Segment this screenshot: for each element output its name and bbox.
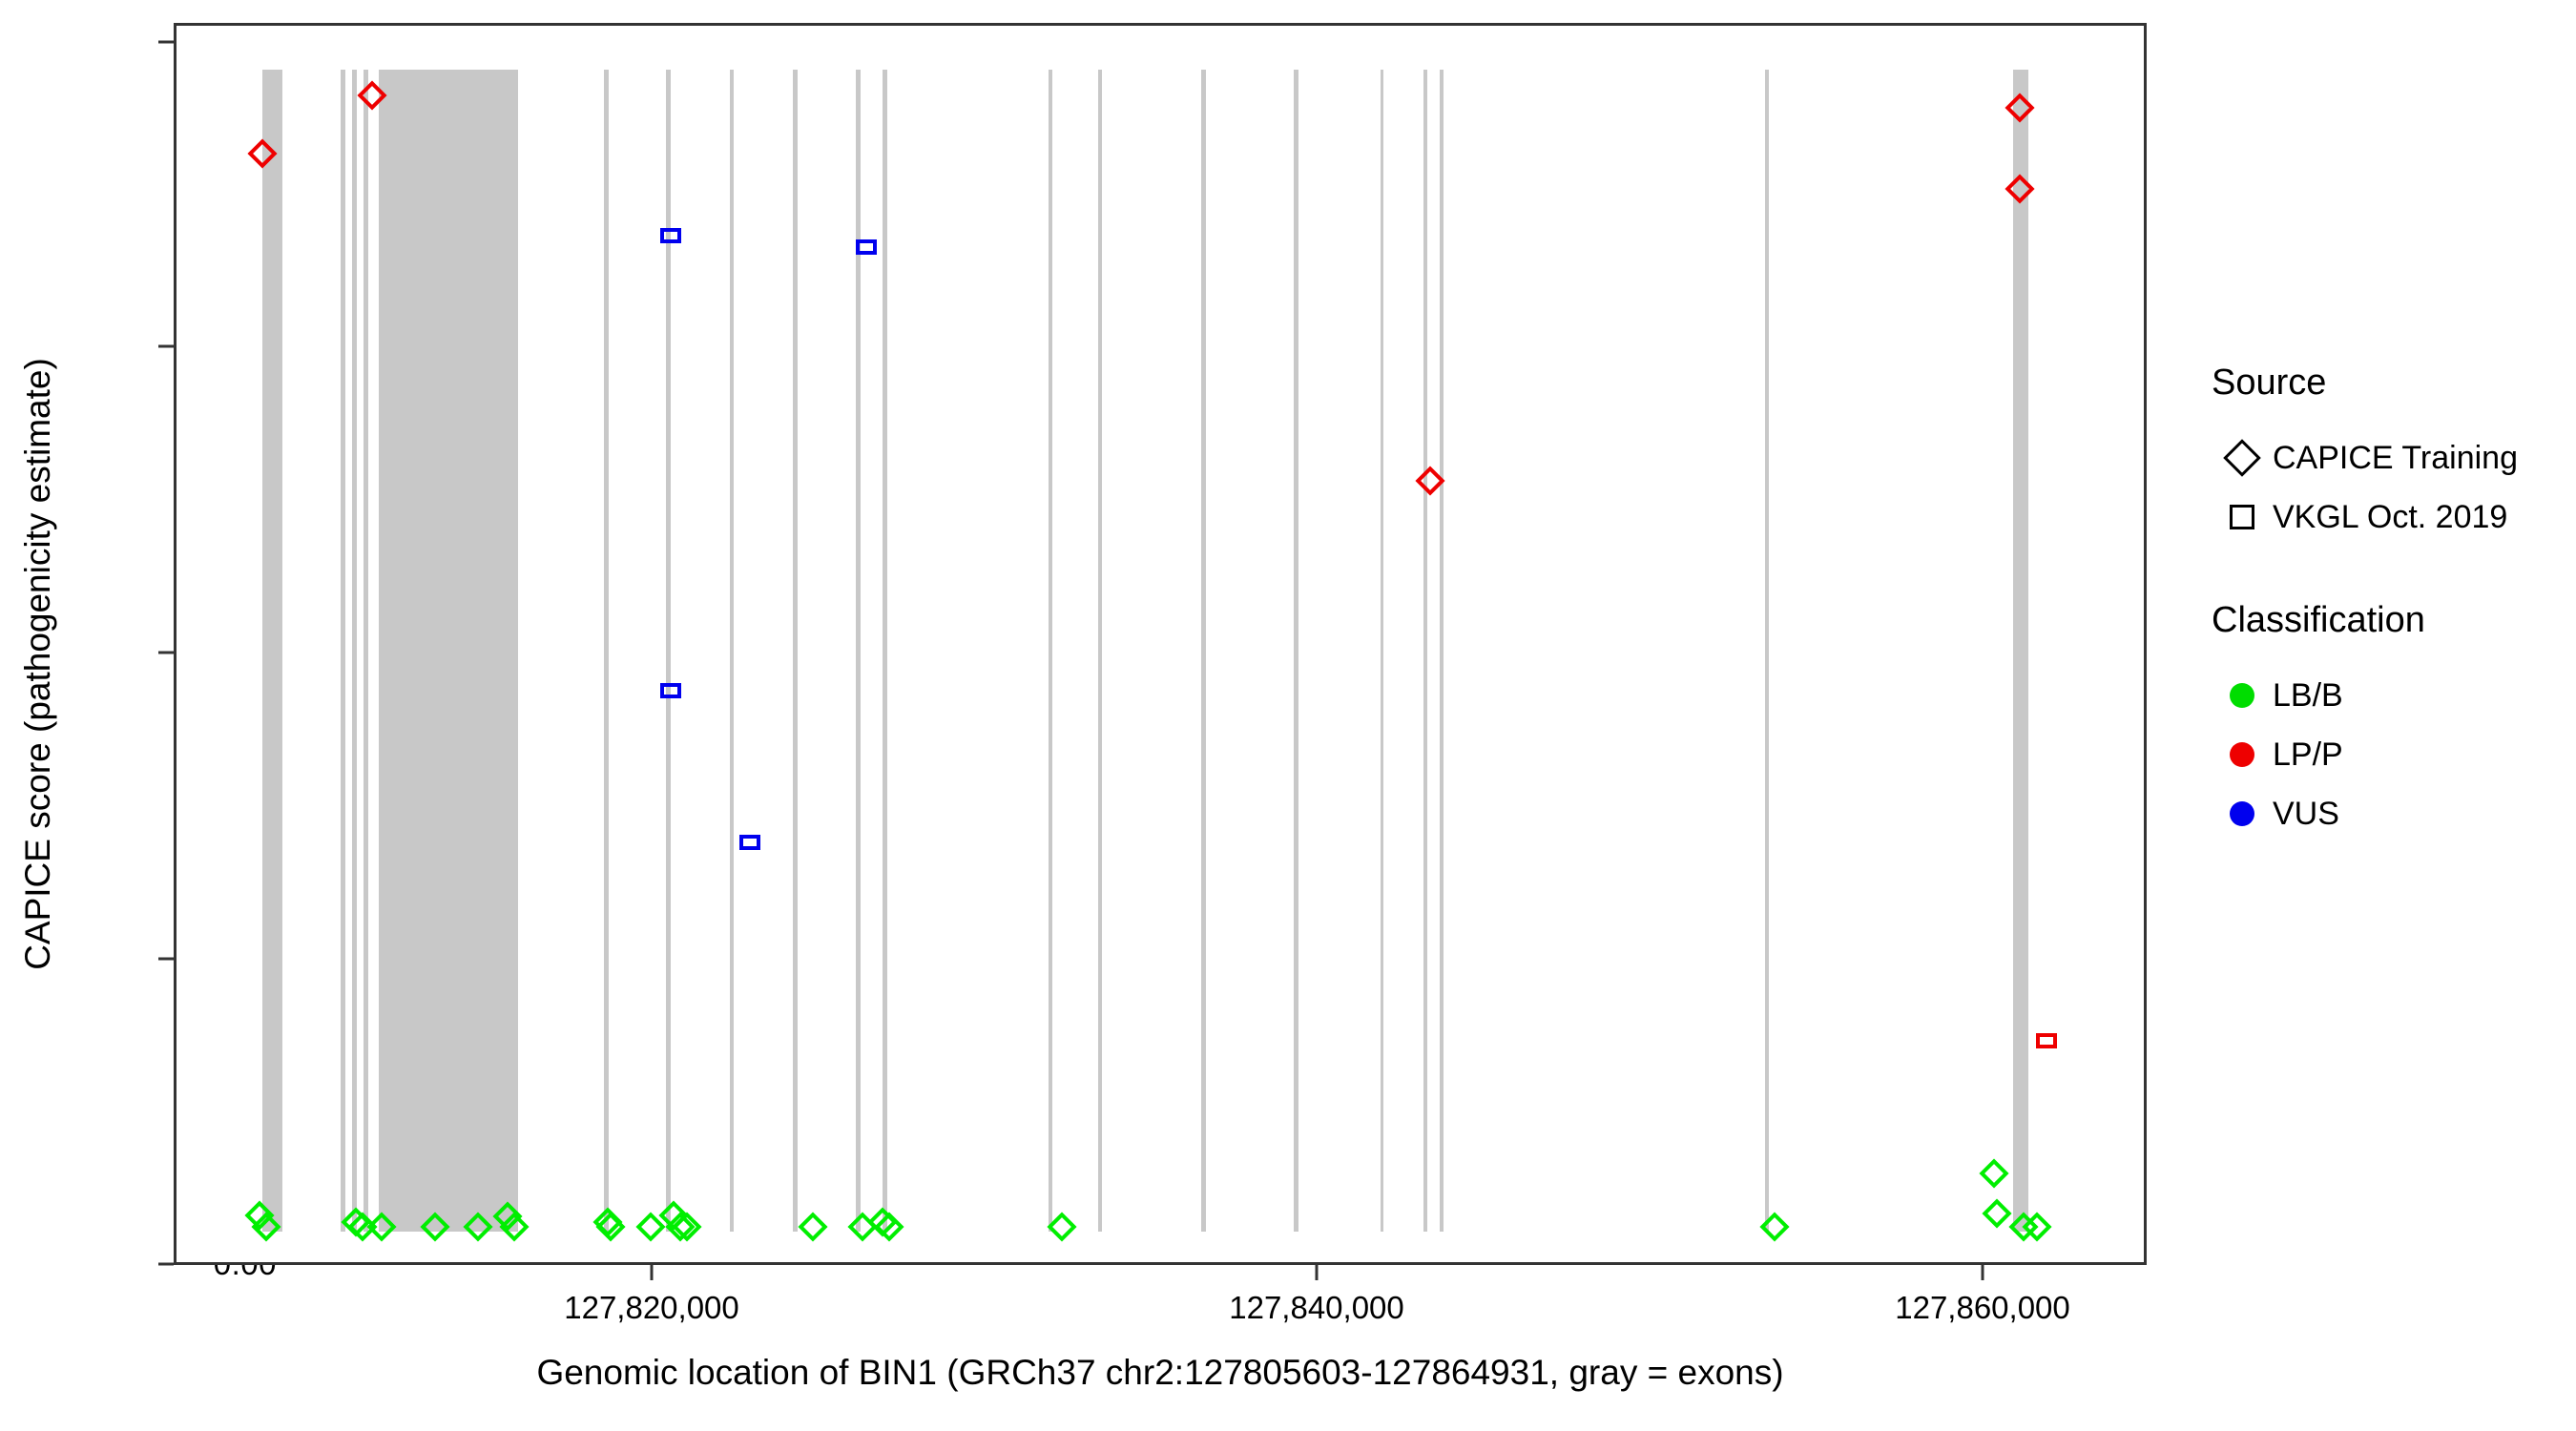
exon-band: [378, 69, 518, 1233]
data-point-vus: [739, 834, 761, 850]
x-tick-label: 127,820,000: [564, 1290, 739, 1325]
data-point-lp-p: [2036, 1032, 2058, 1048]
data-point-vus: [659, 682, 681, 698]
legend-item-lbb[interactable]: LB/B: [2212, 666, 2565, 725]
legend-item-lpp[interactable]: LP/P: [2212, 725, 2565, 784]
y-tick-mark: [158, 344, 174, 348]
data-point-lb-b: [798, 1212, 828, 1242]
x-tick-mark: [1315, 1265, 1319, 1280]
legend-label: LB/B: [2273, 676, 2343, 714]
exon-band: [364, 69, 368, 1233]
y-tick-mark: [158, 651, 174, 654]
exon-band: [883, 69, 887, 1233]
exon-band: [665, 69, 671, 1233]
exon-band: [1200, 69, 1207, 1233]
diamond-icon: [2212, 439, 2273, 477]
legend-label: CAPICE Training: [2273, 439, 2518, 476]
y-axis-label: CAPICE score (pathogenicity estimate): [18, 358, 57, 970]
exon-band: [1048, 69, 1053, 1233]
data-point-lp-p: [2005, 93, 2035, 123]
y-tick-mark: [158, 40, 174, 44]
data-point-lb-b: [1982, 1198, 2012, 1229]
circle-icon-red: [2212, 742, 2273, 767]
plot-area: [177, 26, 2144, 1262]
data-point-lb-b: [1978, 1158, 2009, 1189]
legend-title-source: Source: [2212, 363, 2327, 403]
x-axis-label: Genomic location of BIN1 (GRCh37 chr2:12…: [536, 1353, 1784, 1392]
circle-icon-blue: [2212, 801, 2273, 826]
x-tick-label: 127,840,000: [1229, 1290, 1404, 1325]
exon-band: [604, 69, 610, 1233]
square-icon: [2212, 505, 2273, 529]
exon-band: [856, 69, 861, 1233]
y-tick-mark: [158, 957, 174, 961]
x-tick-mark: [1981, 1265, 1984, 1280]
legend-label: VKGL Oct. 2019: [2273, 498, 2508, 535]
legend-label: VUS: [2273, 795, 2339, 832]
exon-band: [262, 69, 283, 1233]
exon-band: [340, 69, 346, 1233]
y-tick-mark: [158, 1262, 174, 1266]
legend-item-vus[interactable]: VUS: [2212, 784, 2565, 843]
exon-band: [793, 69, 798, 1233]
exon-band: [1423, 69, 1428, 1233]
data-point-vus: [659, 228, 681, 244]
legend-label: LP/P: [2273, 736, 2343, 773]
legend-item-vkgl[interactable]: VKGL Oct. 2019: [2212, 487, 2565, 547]
legend: Source CAPICE Training VKGL Oct. 2019 Cl…: [2212, 363, 2565, 843]
plot-panel: [174, 23, 2147, 1265]
legend-title-classification: Classification: [2212, 600, 2425, 640]
exon-band: [2013, 69, 2029, 1233]
x-tick-label: 127,860,000: [1895, 1290, 2070, 1325]
circle-icon-green: [2212, 683, 2273, 708]
exon-band: [1440, 69, 1444, 1233]
exon-band: [730, 69, 734, 1233]
exon-band: [1380, 69, 1383, 1233]
legend-item-capice-training[interactable]: CAPICE Training: [2212, 428, 2565, 487]
data-point-lp-p: [2005, 174, 2035, 204]
x-tick-mark: [650, 1265, 654, 1280]
exon-band: [1294, 69, 1299, 1233]
exon-band: [1098, 69, 1102, 1233]
exon-band: [1764, 69, 1769, 1233]
exon-band: [352, 69, 358, 1233]
data-point-vus: [855, 239, 877, 256]
